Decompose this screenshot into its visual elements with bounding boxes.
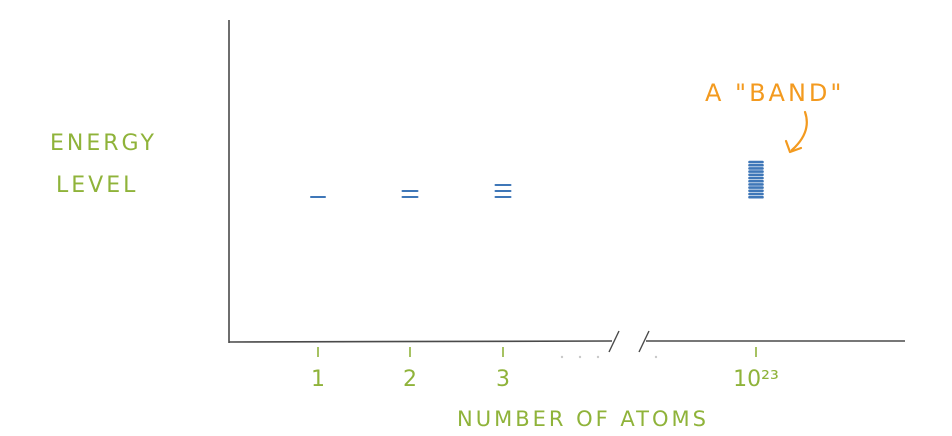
band-annotation-arrowhead bbox=[784, 139, 803, 154]
y-axis-label-line-1: ENERGY bbox=[50, 131, 157, 156]
axis-gap-dots bbox=[560, 355, 658, 359]
axis-break-mark-left bbox=[608, 330, 620, 353]
x-axis-left-segment bbox=[228, 340, 613, 343]
x-tick-label-3: 3 bbox=[496, 367, 510, 392]
x-tick-label-1: 1 bbox=[311, 367, 325, 392]
axis-break-mark-right bbox=[638, 330, 650, 353]
energy-levels bbox=[310, 160, 764, 199]
x-tick-marks bbox=[317, 347, 757, 357]
x-tick-labels: 1 2 3 10²³ bbox=[311, 367, 779, 392]
y-axis-label-line-2: LEVEL bbox=[56, 173, 138, 198]
band-annotation-arrow bbox=[790, 110, 808, 152]
x-axis-label: NUMBER OF ATOMS bbox=[457, 407, 709, 431]
band-annotation: A "BAND" bbox=[705, 79, 844, 107]
x-tick-label-2: 2 bbox=[403, 367, 417, 392]
x-tick-label-4: 10²³ bbox=[733, 367, 779, 392]
